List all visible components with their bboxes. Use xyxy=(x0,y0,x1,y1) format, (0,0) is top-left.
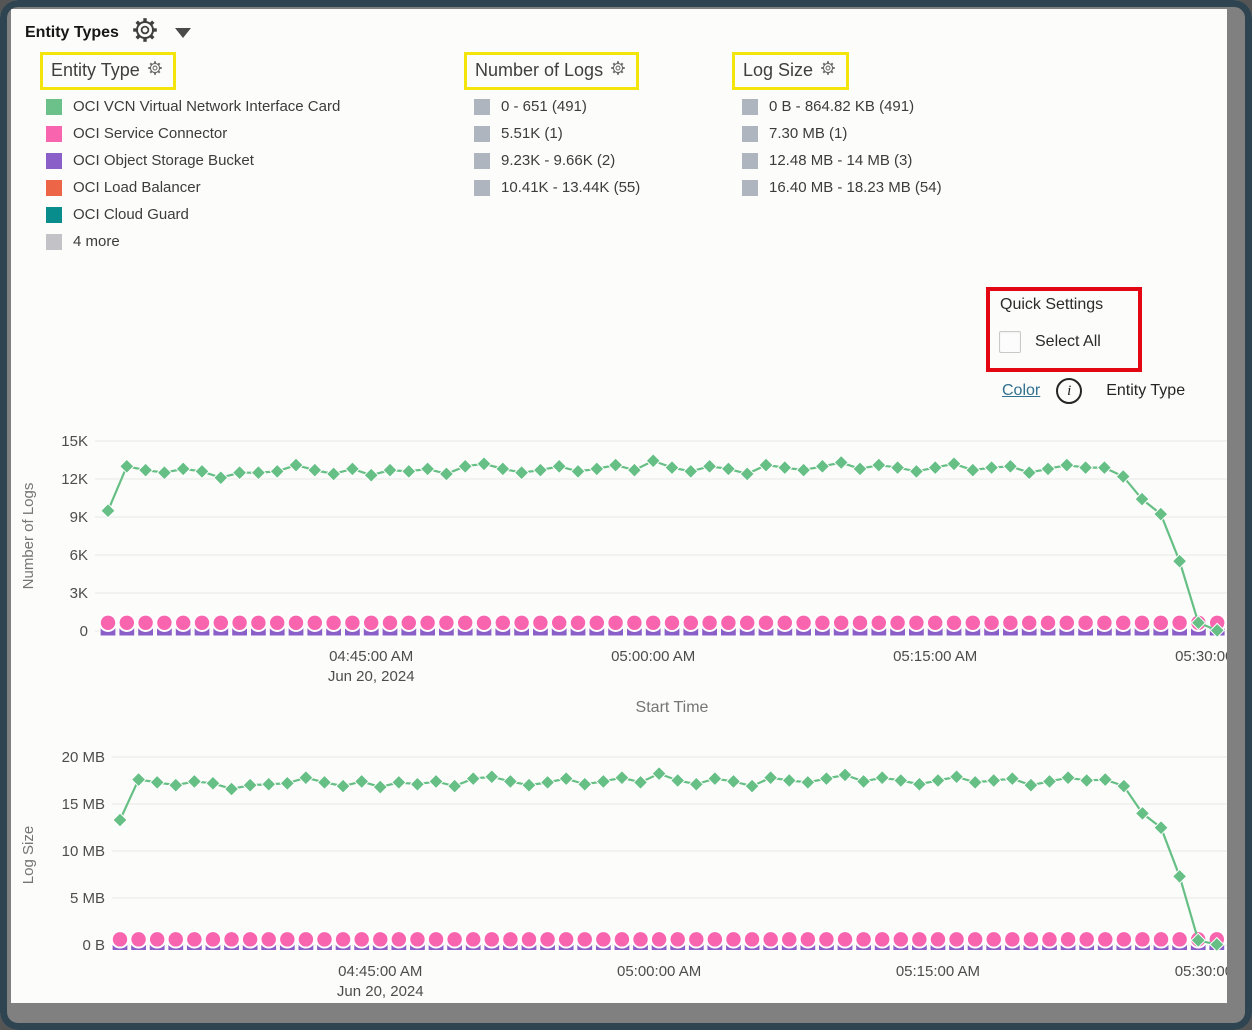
y-tick-label: 3K xyxy=(70,585,88,602)
number-of-logs-item[interactable]: 0 - 651 (491) xyxy=(474,93,640,120)
series-oci-service-connector xyxy=(98,613,1227,632)
y-axis-title: Log Size xyxy=(20,826,37,884)
number-of-logs-facet-list: 0 - 651 (491) 5.51K (1) 9.23K - 9.66K (2) 1… xyxy=(474,93,640,201)
x-tick-sublabel: Jun 20, 2024 xyxy=(328,668,415,685)
swatch-icon xyxy=(46,98,62,115)
log-size-item[interactable]: 12.48 MB - 14 MB (3) xyxy=(742,147,942,174)
facet-header-entity-type[interactable]: Entity Type xyxy=(40,52,176,90)
entity-type-item[interactable]: OCI Service Connector xyxy=(46,120,340,147)
swatch-icon xyxy=(474,125,490,142)
x-tick-label: 04:45:00 AM xyxy=(329,648,413,665)
y-tick-label: 5 MB xyxy=(70,890,105,907)
x-tick-label: 05:30:00 AM xyxy=(1175,963,1252,980)
y-tick-label: 15K xyxy=(61,433,88,450)
x-tick-label: 05:15:00 AM xyxy=(893,648,977,665)
x-tick-label: 05:15:00 AM xyxy=(896,963,980,980)
select-all-checkbox[interactable] xyxy=(999,331,1021,353)
facet-header-number-of-logs[interactable]: Number of Logs xyxy=(464,52,640,90)
color-link[interactable]: Color xyxy=(1002,382,1041,399)
entity-type-item[interactable]: OCI VCN Virtual Network Interface Card xyxy=(46,93,340,120)
facet-title-label: Entity Type xyxy=(51,60,140,80)
swatch-icon xyxy=(46,206,62,223)
y-axis-title: Number of Logs xyxy=(20,483,37,590)
y-tick-label: 10 MB xyxy=(62,843,105,860)
select-all-label: Select All xyxy=(1035,333,1101,350)
log-size-item[interactable]: 16.40 MB - 18.23 MB (54) xyxy=(742,174,942,201)
entity-type-item[interactable]: OCI Object Storage Bucket xyxy=(46,147,340,174)
facet-header-log-size[interactable]: Log Size xyxy=(732,52,850,90)
entity-type-item[interactable]: OCI Load Balancer xyxy=(46,174,340,201)
entity-type-label: OCI VCN Virtual Network Interface Card xyxy=(73,98,341,115)
entity-type-item[interactable]: OCI Cloud Guard xyxy=(46,201,340,228)
x-tick-label: 05:00:00 AM xyxy=(617,963,701,980)
swatch-icon xyxy=(742,152,758,169)
y-tick-label: 9K xyxy=(70,509,88,526)
widget-title: Entity Types xyxy=(25,23,119,41)
log-size-item[interactable]: 7.30 MB (1) xyxy=(742,120,942,147)
info-icon[interactable]: i xyxy=(1056,378,1083,404)
swatch-icon xyxy=(742,98,758,115)
number-of-logs-label: 9.23K - 9.66K (2) xyxy=(501,152,616,169)
log-size-label: 7.30 MB (1) xyxy=(769,125,848,142)
number-of-logs-item[interactable]: 10.41K - 13.44K (55) xyxy=(474,174,640,201)
swatch-icon xyxy=(742,179,758,196)
y-tick-label: 15 MB xyxy=(62,796,105,813)
number-of-logs-label: 10.41K - 13.44K (55) xyxy=(501,179,641,196)
swatch-icon xyxy=(474,98,490,115)
number-of-logs-chart: 15K 12K 9K 6K 3K 0 Number of Logs 04:45:00 AM Ju… xyxy=(20,433,1252,716)
color-by-value: Entity Type xyxy=(1106,382,1186,399)
number-of-logs-item[interactable]: 5.51K (1) xyxy=(474,120,640,147)
log-size-label: 16.40 MB - 18.23 MB (54) xyxy=(769,179,942,196)
entity-type-label: OCI Object Storage Bucket xyxy=(73,152,254,169)
widget-header: Entity Types xyxy=(25,16,191,49)
x-tick-sublabel: Jun 20, 2024 xyxy=(337,983,424,1000)
series-oci-vcn-vnic xyxy=(112,765,1225,953)
number-of-logs-label: 5.51K (1) xyxy=(501,125,563,142)
series-oci-vcn-vnic xyxy=(100,453,1225,639)
swatch-icon xyxy=(46,233,62,250)
entity-type-label: OCI Load Balancer xyxy=(73,179,201,196)
x-tick-label: 05:00:00 AM xyxy=(611,648,695,665)
quick-settings-title: Quick Settings xyxy=(1000,296,1104,313)
entity-type-item[interactable]: 4 more xyxy=(46,228,340,255)
y-tick-label: 20 MB xyxy=(62,749,105,766)
swatch-icon xyxy=(474,179,490,196)
number-of-logs-label: 0 - 651 (491) xyxy=(501,98,587,115)
entity-type-label: OCI Cloud Guard xyxy=(73,206,189,223)
log-size-chart: 20 MB 15 MB 10 MB 5 MB 0 B Log Size 04:45:00 A… xyxy=(20,749,1252,1000)
y-tick-label: 0 xyxy=(80,623,88,640)
swatch-icon xyxy=(46,179,62,196)
number-of-logs-item[interactable]: 9.23K - 9.66K (2) xyxy=(474,147,640,174)
swatch-icon xyxy=(46,152,62,169)
facet-gear-icon[interactable] xyxy=(147,60,163,81)
log-size-facet-list: 0 B - 864.82 KB (491) 7.30 MB (1) 12.48 MB… xyxy=(742,93,942,201)
swatch-icon xyxy=(742,125,758,142)
log-size-item[interactable]: 0 B - 864.82 KB (491) xyxy=(742,93,942,120)
widget-settings-gear-icon[interactable] xyxy=(131,16,159,49)
y-tick-label: 6K xyxy=(70,547,88,564)
facet-title-label: Number of Logs xyxy=(475,60,604,80)
quick-settings-box: Quick Settings Select All xyxy=(986,287,1142,372)
entity-type-label: 4 more xyxy=(73,233,120,250)
swatch-icon xyxy=(46,125,62,142)
collapse-caret-icon[interactable] xyxy=(174,27,191,38)
x-tick-label: 04:45:00 AM xyxy=(338,963,422,980)
series-oci-service-connector xyxy=(110,930,1227,949)
log-size-label: 0 B - 864.82 KB (491) xyxy=(769,98,915,115)
color-setting-row: Color i Entity Type xyxy=(1002,378,1185,404)
facet-gear-icon[interactable] xyxy=(610,60,626,81)
x-axis-title: Start Time xyxy=(636,699,709,716)
swatch-icon xyxy=(474,152,490,169)
entity-type-facet-list: OCI VCN Virtual Network Interface Card OC… xyxy=(46,93,340,255)
x-tick-label: 05:30:00 AM xyxy=(1175,648,1252,665)
entity-type-label: OCI Service Connector xyxy=(73,125,228,142)
facet-title-label: Log Size xyxy=(743,60,814,80)
widget-panel xyxy=(11,9,1227,1003)
y-tick-label: 0 B xyxy=(82,937,105,954)
log-size-label: 12.48 MB - 14 MB (3) xyxy=(769,152,913,169)
facet-gear-icon[interactable] xyxy=(820,60,836,81)
y-tick-label: 12K xyxy=(61,471,88,488)
